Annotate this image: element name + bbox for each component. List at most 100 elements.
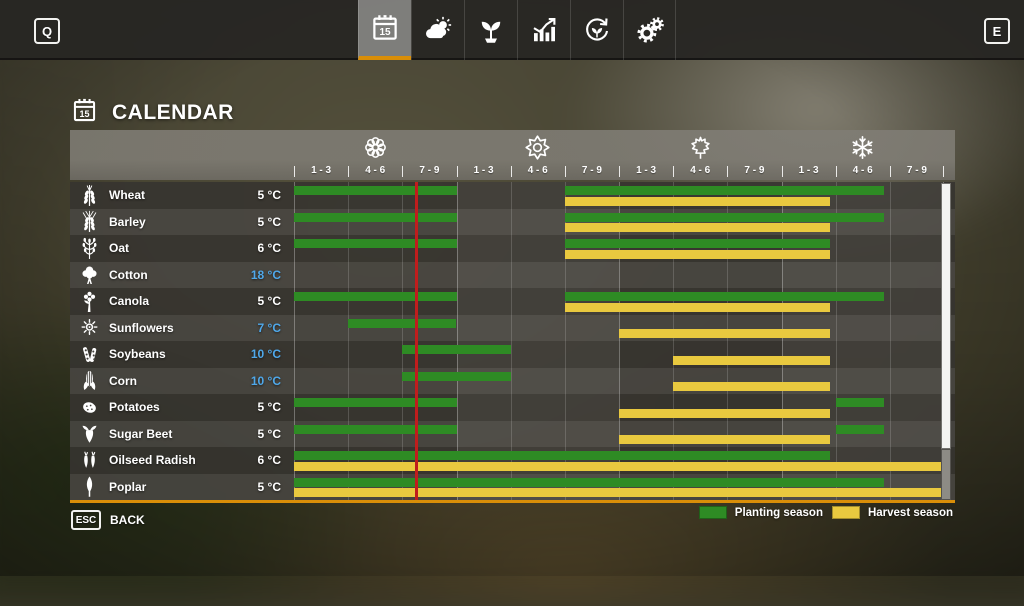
flower-icon	[362, 134, 389, 166]
period-label: 1 - 3	[636, 164, 657, 176]
column-tick	[564, 166, 566, 177]
crop-season-track	[294, 235, 944, 262]
calendar-icon: 15	[370, 13, 400, 43]
potato-icon	[79, 395, 99, 419]
tab-calendar[interactable]: 15	[358, 0, 411, 60]
period-label: 4 - 6	[690, 164, 711, 176]
harvest-bar	[564, 249, 831, 259]
crop-season-track	[294, 474, 944, 501]
crop-label: Poplar 5 °C	[70, 474, 294, 501]
crop-name: Barley	[109, 214, 146, 229]
planting-bar	[294, 239, 457, 248]
barley-icon	[79, 210, 99, 234]
column-tick	[673, 166, 675, 177]
gears-icon	[635, 15, 665, 45]
harvest-bar	[294, 461, 944, 471]
planting-bar	[564, 186, 885, 195]
crop-row: Wheat 5 °C	[70, 182, 955, 209]
germination-temperature: 10 °C	[250, 373, 281, 388]
key-hint-q[interactable]: Q	[34, 18, 60, 44]
column-tick	[402, 166, 404, 177]
germination-temperature: 7 °C	[257, 320, 281, 335]
crop-season-track	[294, 182, 944, 209]
crop-name: Cotton	[109, 267, 148, 282]
crop-season-track	[294, 394, 944, 421]
germination-temperature: 18 °C	[250, 267, 281, 282]
period-label: 1 - 3	[473, 164, 494, 176]
key-hint-e[interactable]: E	[984, 18, 1010, 44]
planting-bar	[348, 318, 457, 328]
scrollbar-track[interactable]	[941, 449, 951, 500]
crop-label: Cotton 18 °C	[70, 262, 294, 289]
column-tick	[348, 166, 350, 177]
crop-name: Corn	[109, 373, 137, 388]
legend-swatch	[698, 506, 727, 519]
harvest-bar	[294, 488, 944, 497]
sun-icon	[524, 134, 551, 166]
svg-text:15: 15	[79, 109, 89, 119]
tab-economy[interactable]	[517, 0, 570, 60]
planting-bar	[294, 398, 457, 407]
crop-name: Poplar	[109, 479, 147, 494]
tab-weather[interactable]	[411, 0, 464, 60]
germination-temperature: 5 °C	[257, 294, 281, 309]
key-hint-esc[interactable]: ESC	[71, 510, 101, 530]
back-control[interactable]: ESC BACK	[71, 510, 145, 530]
crop-label: Potatoes 5 °C	[70, 394, 294, 421]
column-tick	[835, 166, 837, 177]
tab-settings[interactable]	[623, 0, 676, 60]
sunflower-icon	[79, 316, 99, 340]
planting-bar	[402, 371, 511, 381]
poplar-icon	[79, 475, 99, 499]
tab-crops[interactable]	[464, 0, 517, 60]
crop-season-track	[294, 262, 944, 289]
period-label: 4 - 6	[527, 164, 548, 176]
column-tick	[727, 166, 729, 177]
column-tick	[943, 166, 944, 177]
harvest-bar	[673, 382, 831, 391]
period-label: 7 - 9	[744, 164, 765, 176]
maple-leaf-icon	[687, 134, 714, 166]
planting-bar	[835, 398, 885, 407]
crop-row: Sunflowers 7 °C	[70, 314, 955, 341]
calendar-panel: 1 - 3 4 - 6 7 - 9 1 - 3 4 - 6 7 - 9 1 - 3 4 - 6…	[70, 130, 955, 503]
crop-name: Sugar Beet	[109, 426, 173, 441]
period-label: 7 - 9	[419, 164, 440, 176]
crop-name: Potatoes	[109, 400, 160, 415]
crop-label: Oilseed Radish 6 °C	[70, 447, 294, 474]
crop-name: Sunflowers	[109, 320, 174, 335]
crop-row: Soybeans 10 °C	[70, 341, 955, 368]
scrollbar	[941, 183, 951, 500]
legend-swatch	[831, 506, 860, 519]
back-label: BACK	[110, 513, 145, 527]
harvest-bar	[619, 408, 831, 418]
legend-label: Planting season	[734, 506, 823, 519]
page-header: 15 CALENDAR	[71, 97, 234, 129]
crop-row: Barley 5 °C	[70, 208, 955, 235]
planting-bar	[564, 239, 831, 248]
column-tick	[456, 166, 458, 177]
crop-row: Canola 5 °C	[70, 288, 955, 315]
soybean-icon	[79, 342, 99, 366]
crop-row: Potatoes 5 °C	[70, 394, 955, 421]
harvest-bar	[619, 329, 831, 338]
scrollbar-thumb[interactable]	[941, 183, 951, 450]
crop-label: Sugar Beet 5 °C	[70, 421, 294, 448]
crop-name: Wheat	[109, 188, 145, 203]
germination-temperature: 5 °C	[257, 426, 281, 441]
period-label: 4 - 6	[852, 164, 873, 176]
harvest-bar	[564, 302, 831, 312]
period-label: 7 - 9	[906, 164, 927, 176]
panel-bottom-border	[70, 500, 955, 503]
crop-season-track	[294, 421, 944, 448]
legend-item: Harvest season	[831, 506, 953, 519]
column-tick	[510, 166, 512, 177]
crop-season-track	[294, 447, 944, 474]
crop-name: Oilseed Radish	[109, 453, 196, 468]
planting-bar	[294, 451, 831, 460]
season-spring	[294, 135, 457, 165]
crop-row: Oilseed Radish 6 °C	[70, 447, 955, 474]
harvest-bar	[564, 223, 831, 232]
period-label: 4 - 6	[365, 164, 386, 176]
tab-rotation[interactable]	[570, 0, 623, 60]
